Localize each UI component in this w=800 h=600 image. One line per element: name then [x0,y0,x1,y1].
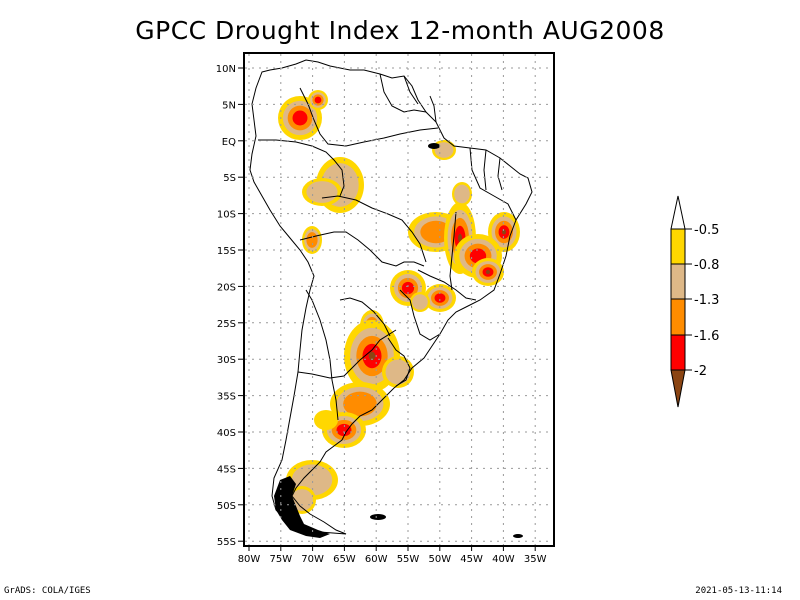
drought-contour [306,232,318,248]
drought-contour [368,351,376,361]
drought-contour [454,184,470,204]
footer-credit: GrADS: COLA/IGES [4,586,91,596]
y-tick-label: 50S [217,501,236,512]
colorbar-band-2 [670,263,686,300]
drought-fills [278,90,520,514]
colorbar-band-4 [670,334,686,371]
x-tick-label: 55W [397,554,420,565]
x-tick-label: 35W [524,554,547,565]
drought-contour [343,391,377,417]
continent-outline [249,59,533,535]
colorbar-label: -1.6 [694,329,719,344]
y-tick-label: 55S [217,537,236,548]
y-tick-label: 35S [217,392,236,403]
colorbar: -0.5 -0.8 -1.3 -1.6 -2 [670,195,719,408]
drought-contour [458,233,462,243]
southern-archipelago [274,143,523,538]
x-tick-label: 70W [301,554,324,565]
gridlines [245,54,553,545]
drought-contour [314,96,322,104]
y-tick-label: EQ [222,137,236,148]
x-tick-label: 75W [269,554,292,565]
x-axis: 80W 75W 70W 65W 60W 55W 50W 45W 40W 35W [238,546,547,565]
colorbar-label: -0.8 [694,258,719,273]
x-tick-label: 65W [333,554,356,565]
drought-contour [336,423,352,437]
footer-timestamp: 2021-05-13-11:14 [695,586,782,596]
y-tick-label: 15S [217,246,236,257]
drought-contour [502,229,506,235]
y-tick-label: 10N [216,64,236,75]
drought-contour [314,410,338,430]
y-tick-label: 30S [217,355,236,366]
drought-contour [306,181,338,203]
y-tick-label: 5N [222,100,236,111]
drought-contour [420,220,452,244]
y-tick-label: 20S [217,282,236,293]
colorbar-band-1 [670,228,686,265]
coastlines [249,59,533,535]
colorbar-band-3 [670,298,686,336]
drought-contour [291,489,313,511]
y-tick-label: 10S [217,210,236,221]
drought-contour [486,270,490,274]
y-tick-label: 40S [217,428,236,439]
y-tick-label: 5S [223,173,236,184]
x-tick-label: 40W [492,554,515,565]
colorbar-label: -0.5 [694,223,719,238]
x-tick-label: 45W [460,554,483,565]
colorbar-lower-triangle [670,369,686,408]
map-frame [243,52,555,547]
chart-title: GPCC Drought Index 12-month AUG2008 [135,16,665,45]
colorbar-upper-triangle [670,195,686,230]
x-tick-label: 80W [238,554,261,565]
y-tick-label: 25S [217,319,236,330]
x-tick-label: 60W [365,554,388,565]
drought-contour [292,110,308,126]
drought-contour [434,293,446,303]
colorbar-label: -1.3 [694,293,719,308]
y-axis: 10N 5N EQ 5S 10S 15S 20S 25S 30S 35S 40S 45S 50S 55S [216,64,244,548]
drought-contour [412,294,428,310]
x-tick-label: 50W [428,554,451,565]
colorbar-label: -2 [694,364,707,379]
drought-contour [401,281,415,295]
drought-contour [385,359,411,385]
y-tick-label: 45S [217,464,236,475]
